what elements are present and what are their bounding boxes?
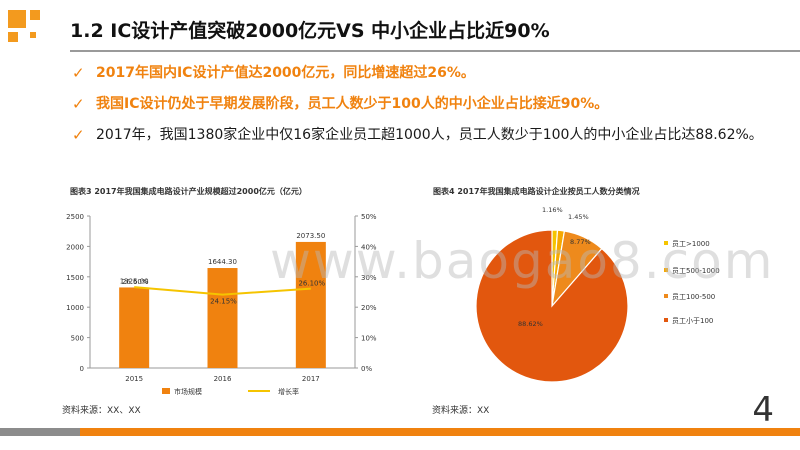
y-tick-label: 2500 xyxy=(66,213,84,221)
legend-swatch xyxy=(664,318,668,322)
x-tick-label: 2015 xyxy=(125,375,143,383)
pie-slice xyxy=(475,229,629,383)
footer-accent-bar xyxy=(80,428,800,436)
bullet-item: ✓ 我国IC设计仍处于早期发展阶段，员工人数少于100人的中小企业占比接近90%… xyxy=(70,93,770,115)
growth-rate-line xyxy=(134,286,311,296)
legend-label: 员工小于100 xyxy=(672,316,713,325)
bullet-text: 我国IC设计仍处于早期发展阶段，员工人数少于100人的中小企业占比接近90%。 xyxy=(96,96,609,112)
legend-label: 员工100-500 xyxy=(672,293,715,301)
pie-value-label: 88.62% xyxy=(518,320,543,328)
legend-swatch xyxy=(664,294,668,298)
pie-chart-source: 资料来源：XX xyxy=(432,406,490,416)
pie-chart: 1.16% 1.45% 8.77% 88.62% 员工>1000 员工500-1000 员工… xyxy=(475,206,720,383)
pie-value-label: 1.16% xyxy=(542,206,563,214)
bar-value-label: 1325.00 xyxy=(120,277,149,285)
legend-swatch xyxy=(664,268,668,272)
bullet-list: ✓ 2017年国内IC设计产值达2000亿元，同比增速超过26%。 ✓ 我国IC… xyxy=(70,62,770,155)
title-divider xyxy=(70,50,800,52)
y2-tick-label: 10% xyxy=(361,335,377,343)
bullet-item: ✓ 2017年，我国1380家企业中仅16家企业员工超1000人，员工人数少于1… xyxy=(70,124,770,146)
bar-line-chart: 0 500 1000 1500 2000 2500 0% 10% 20% 30% 40% 50% 132… xyxy=(66,213,377,396)
bullet-text: 2017年，我国1380家企业中仅16家企业员工超1000人，员工人数少于100… xyxy=(96,127,763,143)
y2-tick-label: 40% xyxy=(361,243,377,251)
bar xyxy=(207,268,238,368)
y-tick-label: 1500 xyxy=(66,274,84,282)
legend-label: 员工500-1000 xyxy=(672,267,720,275)
bullet-text: 2017年国内IC设计产值达2000亿元，同比增速超过26%。 xyxy=(96,65,475,81)
bar-chart-source: 资料来源：XX、XX xyxy=(62,406,141,416)
bar-value-label: 2073.50 xyxy=(296,232,325,240)
y2-tick-label: 20% xyxy=(361,304,377,312)
line-value-label: 26.60% xyxy=(122,278,149,286)
y2-tick-label: 0% xyxy=(361,365,372,373)
bar-chart-title: 图表3 2017年我国集成电路设计产业规模超过2000亿元（亿元） xyxy=(70,187,307,196)
bar-value-label: 1644.30 xyxy=(208,258,237,266)
pie-value-label: 8.77% xyxy=(570,238,591,246)
y-tick-label: 500 xyxy=(71,335,84,343)
checkmark-icon: ✓ xyxy=(72,126,85,144)
checkmark-icon: ✓ xyxy=(72,95,85,113)
y-tick-label: 2000 xyxy=(66,243,84,251)
pie-chart-title: 图表4 2017年我国集成电路设计企业按员工人数分类情况 xyxy=(433,187,640,196)
line-value-label: 24.15% xyxy=(210,298,237,306)
legend-label: 员工>1000 xyxy=(672,240,710,248)
page-number: 4 xyxy=(752,390,774,430)
legend-swatch-bar xyxy=(162,388,170,394)
y2-tick-label: 50% xyxy=(361,213,377,221)
legend-label-line: 增长率 xyxy=(278,387,299,396)
brand-logo xyxy=(8,10,48,50)
legend-label-bar: 市场规模 xyxy=(174,387,202,396)
bullet-item: ✓ 2017年国内IC设计产值达2000亿元，同比增速超过26%。 xyxy=(70,62,770,84)
legend-swatch xyxy=(664,241,668,245)
x-tick-label: 2016 xyxy=(214,375,232,383)
checkmark-icon: ✓ xyxy=(72,64,85,82)
y-tick-label: 0 xyxy=(80,365,84,373)
pie-value-label: 1.45% xyxy=(568,213,589,221)
line-value-label: 26.10% xyxy=(298,280,325,288)
y-tick-label: 1000 xyxy=(66,304,84,312)
x-tick-label: 2017 xyxy=(302,375,320,383)
slide-title: 1.2 IC设计产值突破2000亿元VS 中小企业占比近90% xyxy=(70,20,550,42)
y2-tick-label: 30% xyxy=(361,274,377,282)
bar xyxy=(119,287,150,368)
bar xyxy=(295,241,326,368)
watermark-text: www.baogao8.com xyxy=(270,232,775,290)
